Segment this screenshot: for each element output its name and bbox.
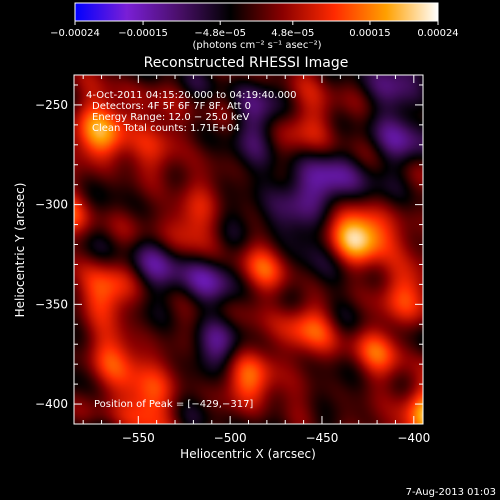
colorbar-units: (photons cm⁻² s⁻¹ asec⁻²) — [192, 40, 321, 51]
colorbar-ticks: −0.00024 −0.00015 −4.8e−05 4.8e−05 0.00015 0.… — [50, 21, 459, 39]
y-tick-label: −350 — [35, 297, 68, 311]
annotation-time: 4-Oct-2011 04:15:20.000 to 04:19:40.000 — [86, 90, 297, 101]
source-point — [63, 213, 67, 217]
plot-area: −550 −500 −450 −400 −400 −350 −300 −250 — [35, 74, 430, 446]
x-tick-label: −550 — [122, 431, 155, 445]
y-tick-label: −400 — [35, 397, 68, 411]
annotation-detectors: Detectors: 4F 5F 6F 7F 8F, Att 0 — [92, 101, 251, 112]
source-point — [425, 412, 429, 416]
peak-position-label: Position of Peak = [−429,−317] — [94, 399, 253, 410]
x-tick-label: −500 — [214, 431, 247, 445]
heatmap-image — [74, 75, 423, 424]
colorbar-tick-label: −0.00024 — [50, 28, 100, 39]
y-axis-ticks: −400 −350 −300 −250 — [35, 84, 423, 425]
colorbar-gradient — [74, 2, 439, 22]
x-tick-label: −400 — [397, 431, 430, 445]
y-tick-label: −300 — [35, 198, 68, 212]
y-axis-label: Heliocentric Y (arcsec) — [13, 183, 27, 318]
annotation-clean: Clean Total counts: 1.71E+04 — [92, 123, 240, 134]
footer-timestamp: 7-Aug-2013 01:03 — [406, 487, 496, 498]
annotation-energy: Energy Range: 12.0 − 25.0 keV — [92, 112, 249, 123]
x-axis-ticks: −550 −500 −450 −400 — [82, 75, 430, 445]
source-point — [100, 442, 104, 446]
x-axis-label: Heliocentric X (arcsec) — [180, 447, 316, 461]
annotation-block: 4-Oct-2011 04:15:20.000 to 04:19:40.000 … — [86, 90, 297, 134]
colorbar-tick-label: 0.00024 — [417, 28, 458, 39]
colorbar-tick-label: −4.8e−05 — [194, 28, 246, 39]
colorbar: −0.00024 −0.00015 −4.8e−05 4.8e−05 0.00015 0.… — [50, 2, 459, 51]
colorbar-tick-label: 0.00015 — [349, 28, 390, 39]
x-tick-label: −450 — [305, 431, 338, 445]
y-tick-label: −250 — [35, 98, 68, 112]
colorbar-tick-label: −0.00015 — [118, 28, 168, 39]
colorbar-tick-label: 4.8e−05 — [271, 28, 314, 39]
chart-title: Reconstructed RHESSI Image — [144, 55, 349, 71]
